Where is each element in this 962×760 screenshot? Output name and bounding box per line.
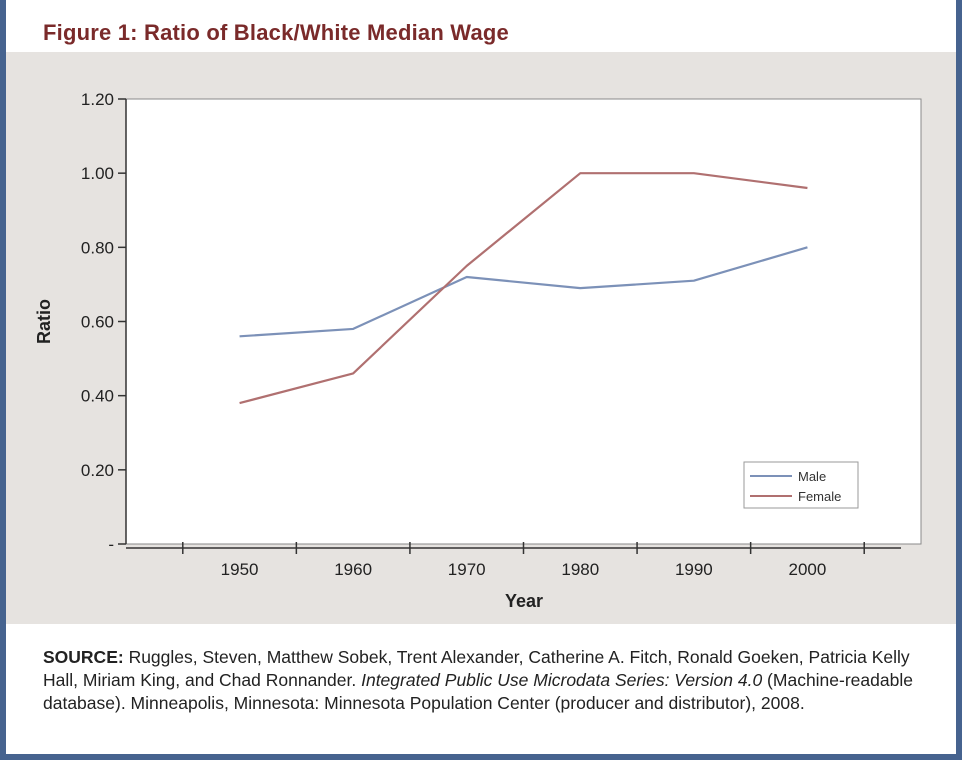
- y-tick-label: 0.40: [81, 387, 114, 406]
- x-axis-label: Year: [505, 591, 543, 611]
- x-tick-label: 1970: [448, 560, 486, 579]
- chart-panel: - 0.20 0.40 0.60 0.80 1.00 1.20 1950 1960 1970 198…: [6, 52, 956, 624]
- y-tick-label: 1.20: [81, 90, 114, 109]
- y-tick-label: 0.80: [81, 238, 114, 257]
- legend-box: [743, 461, 859, 509]
- legend-label-female: Female: [798, 489, 841, 504]
- legend-label-male: Male: [798, 469, 826, 484]
- source-note: SOURCE: Ruggles, Steven, Matthew Sobek, …: [43, 646, 923, 715]
- figure-title: Figure 1: Ratio of Black/White Median Wa…: [43, 20, 509, 45]
- source-title: Integrated Public Use Microdata Series: …: [361, 670, 763, 690]
- source-text-after: (Machine-readable database). Minneapolis…: [43, 670, 913, 713]
- y-tick-label: 1.00: [81, 164, 114, 183]
- y-tick-label: -: [108, 535, 114, 554]
- y-tick-label: 0.60: [81, 313, 114, 332]
- x-tick-label: 1960: [334, 560, 372, 579]
- line-chart: - 0.20 0.40 0.60 0.80 1.00 1.20 1950 1960 1970 198…: [34, 90, 922, 611]
- series-line-female: [239, 172, 808, 405]
- y-axis-label: Ratio: [34, 299, 54, 344]
- x-tick-label: 1950: [221, 560, 259, 579]
- x-tick-label: 2000: [789, 560, 827, 579]
- series-line-male: [239, 246, 808, 338]
- x-tick-label: 1980: [561, 560, 599, 579]
- source-text-before: Ruggles, Steven, Matthew Sobek, Trent Al…: [43, 647, 910, 690]
- y-tick-label: 0.20: [81, 461, 114, 480]
- source-label: SOURCE:: [43, 647, 124, 667]
- x-tick-label: 1990: [675, 560, 713, 579]
